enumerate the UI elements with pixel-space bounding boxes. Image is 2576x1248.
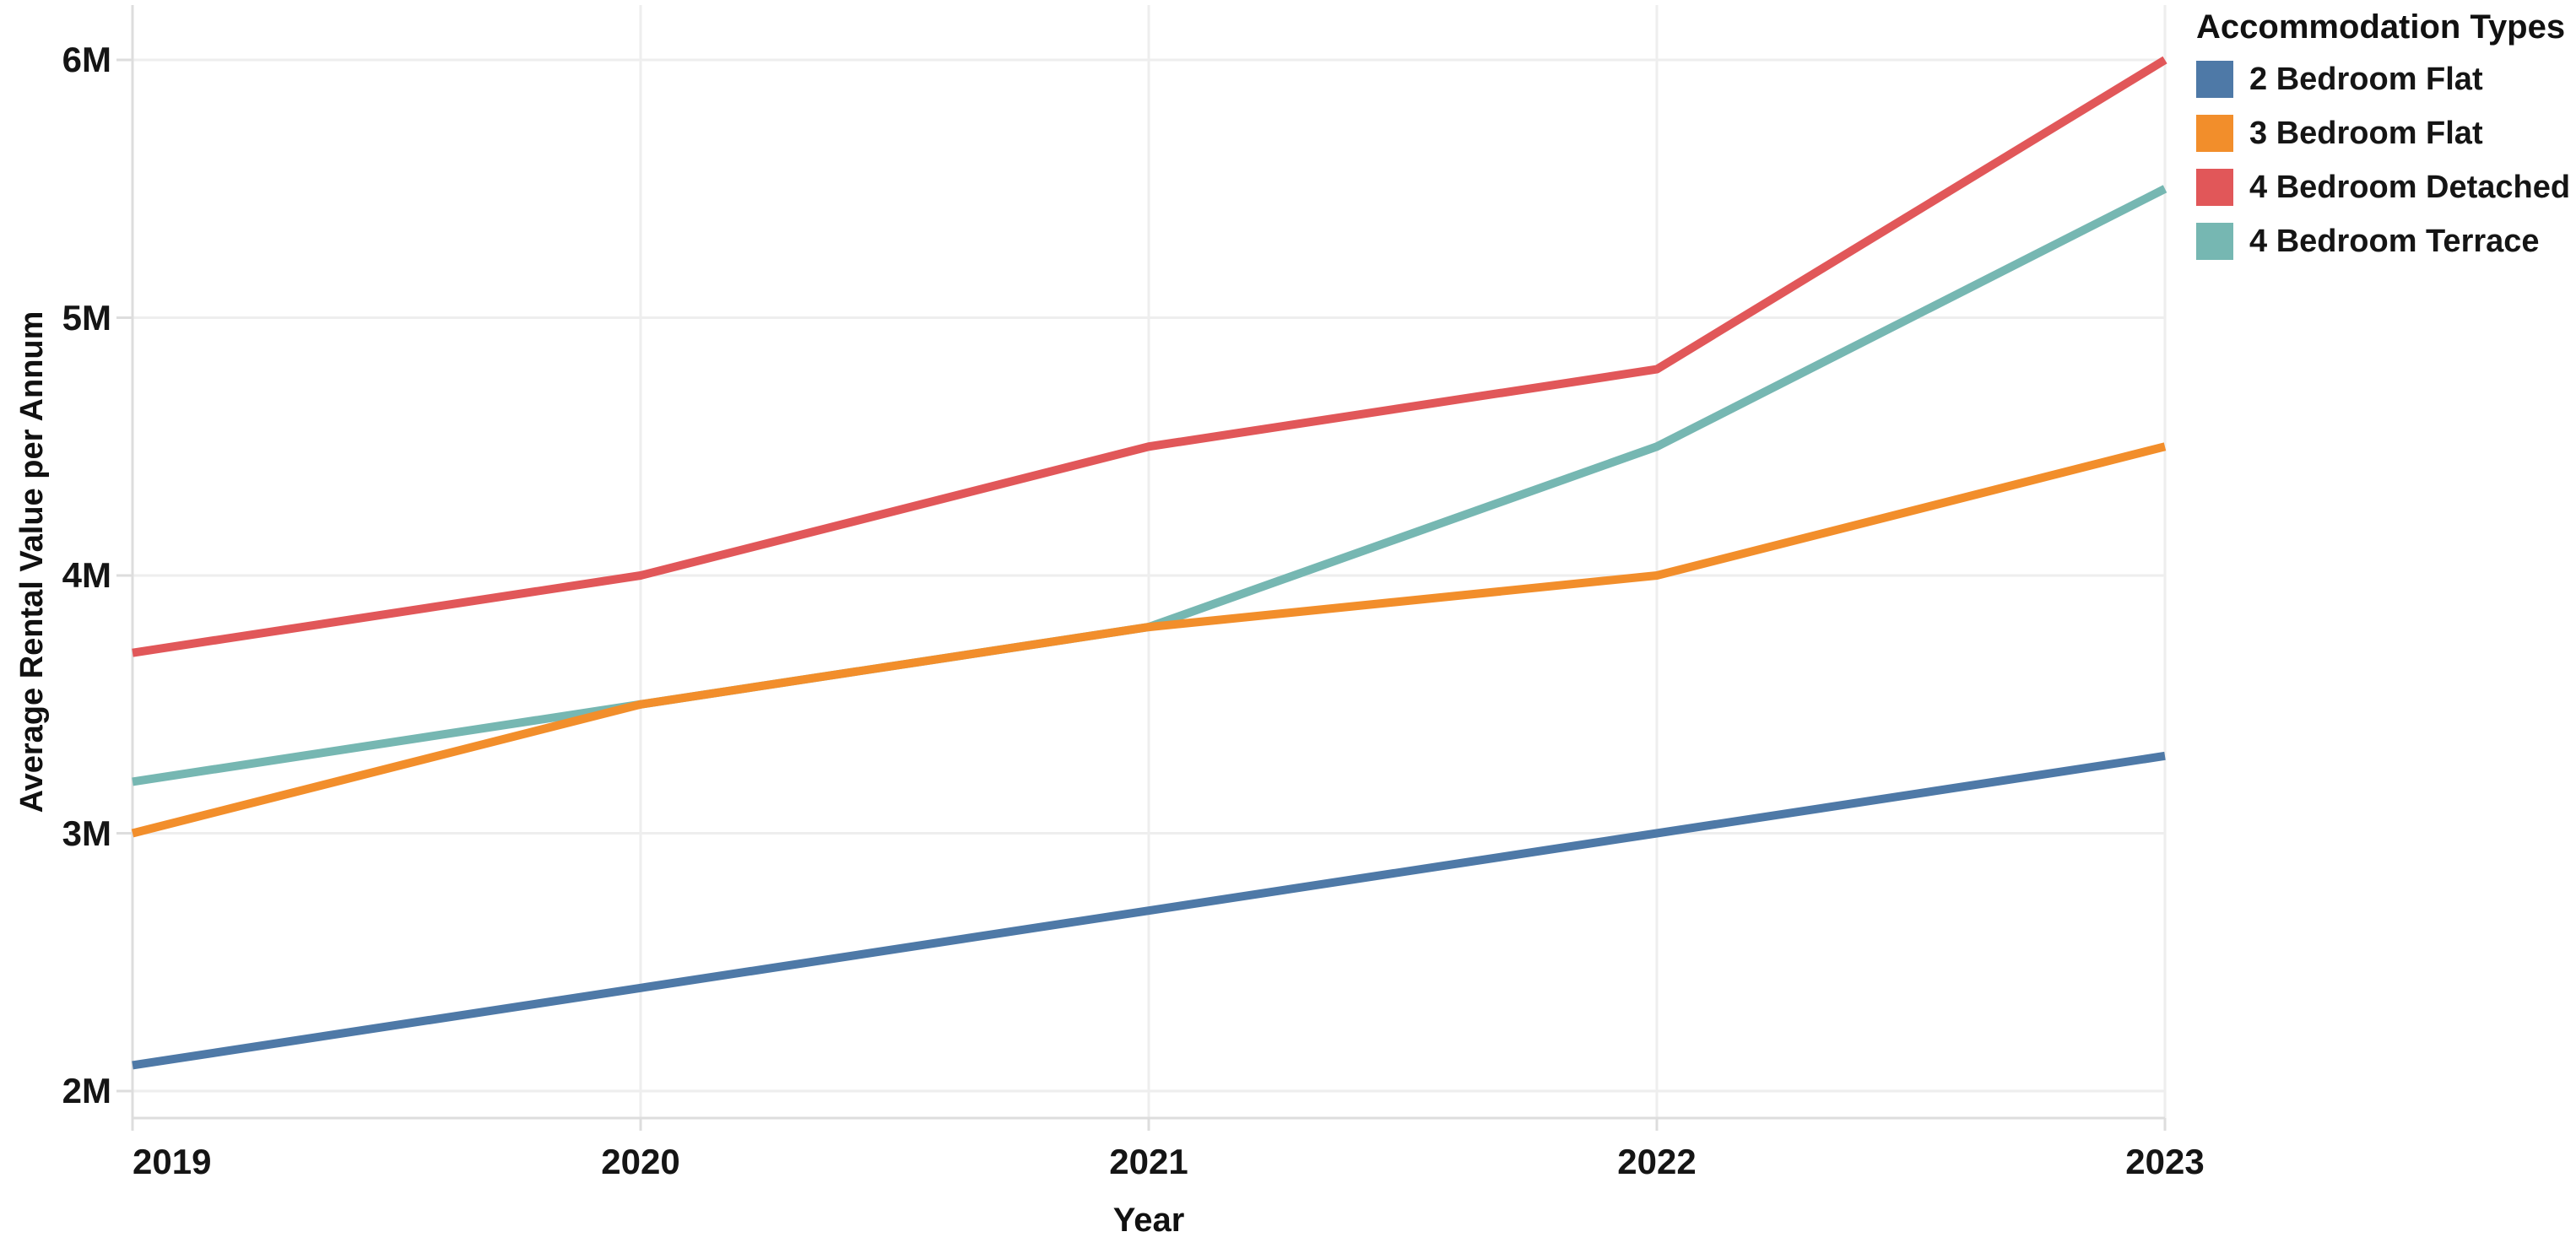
x-axis-title: Year	[1112, 1202, 1185, 1239]
legend-swatch	[2196, 61, 2233, 98]
x-tick-label: 2021	[1109, 1142, 1188, 1181]
legend: Accommodation Types 2 Bedroom Flat 3 Bedr…	[2196, 7, 2570, 277]
legend-item-label: 4 Bedroom Terrace	[2249, 224, 2540, 259]
legend-item-label: 3 Bedroom Flat	[2249, 116, 2483, 151]
legend-item-2-bedroom-flat: 2 Bedroom Flat	[2196, 61, 2570, 98]
legend-swatch	[2196, 115, 2233, 152]
y-axis-title: Average Rental Value per Annum	[14, 311, 50, 813]
x-tick-label: 2019	[133, 1142, 212, 1181]
x-tick-label: 2020	[601, 1142, 680, 1181]
legend-title: Accommodation Types	[2196, 8, 2566, 46]
legend-swatch	[2196, 223, 2233, 260]
y-tick-label: 6M	[62, 40, 111, 79]
series-line-3-bedroom-flat	[131, 442, 2167, 838]
x-tick-label: 2023	[2125, 1142, 2205, 1181]
legend-swatch	[2196, 169, 2233, 206]
legend-item-3-bedroom-flat: 3 Bedroom Flat	[2196, 115, 2570, 152]
legend-item-label: 4 Bedroom Detached	[2249, 170, 2571, 205]
y-tick-label: 3M	[62, 813, 111, 853]
legend-item-label: 2 Bedroom Flat	[2249, 62, 2483, 97]
x-tick-label: 2022	[1617, 1142, 1697, 1181]
legend-items: 2 Bedroom Flat 3 Bedroom Flat 4 Bedroom De…	[2196, 61, 2570, 260]
y-tick-label: 5M	[62, 297, 111, 338]
y-tick-label: 4M	[62, 555, 111, 595]
legend-item-4-bedroom-terrace: 4 Bedroom Terrace	[2196, 223, 2570, 260]
y-tick-label: 2M	[62, 1071, 111, 1110]
series-line-4-bedroom-detached	[132, 56, 2167, 657]
series-line-2-bedroom-flat	[132, 751, 2166, 1070]
legend-item-4-bedroom-detached: 4 Bedroom Detached	[2196, 169, 2570, 206]
